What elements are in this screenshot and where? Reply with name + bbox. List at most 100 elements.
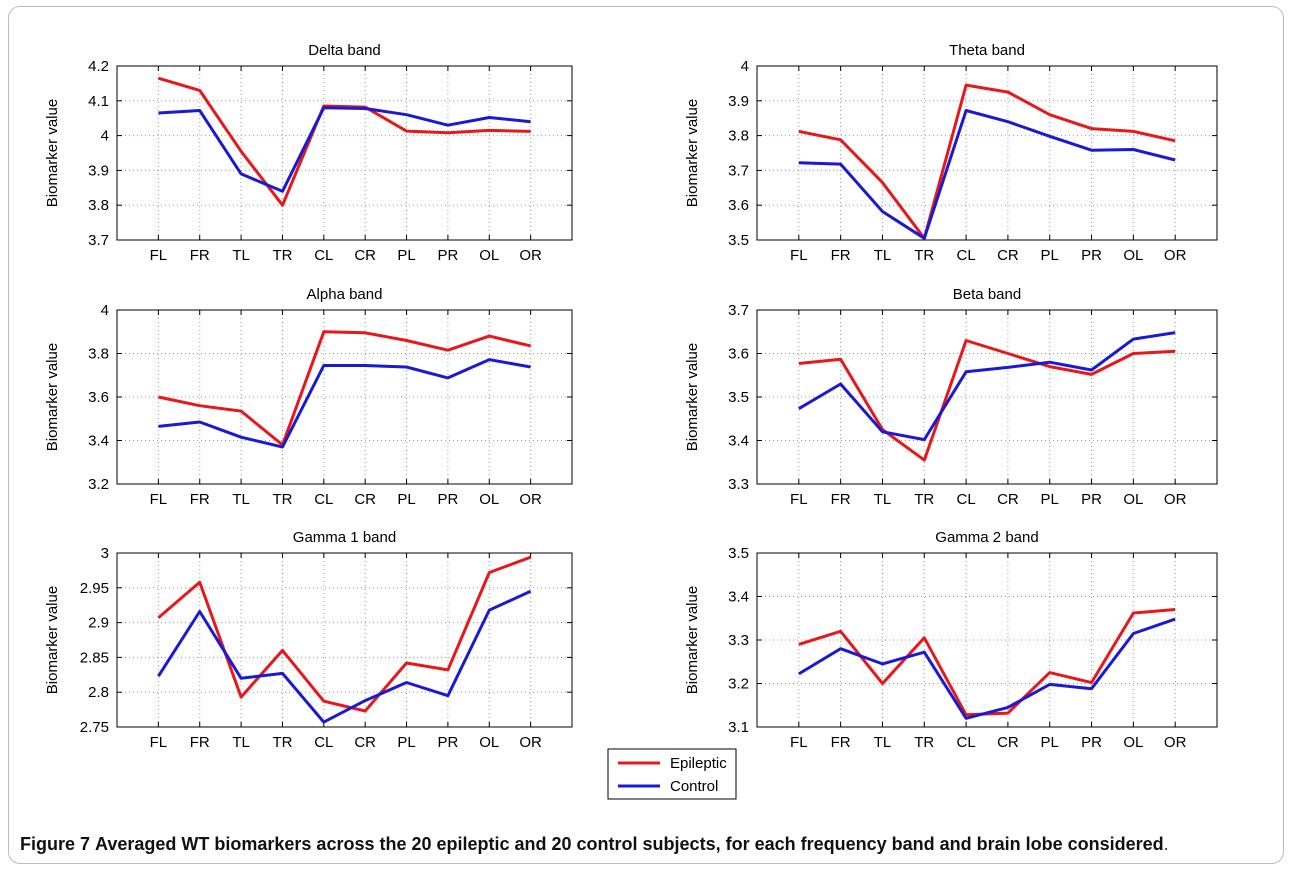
x-tick-label-fr: FR (190, 491, 210, 508)
axes-box (756, 309, 1218, 485)
x-tick-label-tl: TL (232, 247, 250, 264)
x-tick-label-pr: PR (1081, 734, 1102, 751)
x-tick-label-ol: OL (1123, 491, 1143, 508)
y-tick-label: 4 (741, 58, 749, 75)
x-tick-label-pr: PR (437, 491, 458, 508)
series-line-epileptic (798, 339, 1176, 462)
series-line-epileptic (798, 83, 1176, 240)
y-tick-label: 3.2 (88, 476, 109, 493)
series-line-control (158, 358, 531, 449)
x-tick-label-cl: CL (314, 734, 333, 751)
x-tick-label-cr: CR (354, 734, 376, 751)
y-tick-label: 3.2 (728, 676, 749, 693)
chart-title: Delta band (308, 42, 381, 59)
y-axis-label: Biomarker value (44, 343, 61, 451)
chart-panel-4: 3.3 3.4 3.5 3.6 3.7 FL FR TL TR CL CR PL PR OL OR Beta … (684, 286, 1218, 508)
y-tick-label: 3.8 (88, 197, 109, 214)
y-tick-label: 4.2 (88, 58, 109, 75)
x-tick-label-tl: TL (874, 247, 892, 264)
figure-caption: Figure 7 Averaged WT biomarkers across t… (20, 834, 1280, 855)
plot-area (117, 553, 572, 727)
y-tick-label: 3.6 (728, 197, 749, 214)
y-tick-label: 3.6 (728, 346, 749, 363)
x-tick-label-pl: PL (397, 491, 415, 508)
plot-area (117, 66, 572, 240)
series-line-control (798, 109, 1176, 240)
chart-title: Theta band (949, 42, 1025, 59)
chart-title: Gamma 1 band (293, 529, 396, 546)
y-tick-label: 3.7 (88, 232, 109, 249)
y-tick-label: 3.5 (728, 545, 749, 562)
chart-panel-3: 3.2 3.4 3.6 3.8 4 FL FR TL TR CL CR PL PR OL OR Alpha b… (44, 286, 573, 508)
y-axis-label: Biomarker value (684, 99, 701, 207)
x-tick-label-or: OR (519, 491, 542, 508)
x-tick-label-fl: FL (790, 491, 808, 508)
x-tick-label-or: OR (1164, 491, 1187, 508)
legend-box (607, 748, 737, 800)
chart-panel-2: 3.5 3.6 3.7 3.8 3.9 4 FL FR TL TR CL CR PL PR OL OR Thet… (684, 42, 1218, 264)
chart-title: Alpha band (307, 286, 383, 303)
x-tick-label-fr: FR (190, 247, 210, 264)
legend: Epileptic Control (607, 748, 737, 800)
x-tick-label-cl: CL (314, 491, 333, 508)
series-line-control (798, 617, 1176, 720)
axes-box (756, 65, 1218, 241)
y-axis-label: Biomarker value (684, 586, 701, 694)
x-tick-label-cl: CL (314, 247, 333, 264)
axes-box (756, 552, 1218, 728)
series-line-control (157, 589, 532, 724)
y-tick-label: 2.85 (80, 649, 109, 666)
series-line-epileptic (157, 555, 532, 713)
y-tick-label: 3.3 (728, 632, 749, 649)
y-tick-label: 3.5 (728, 232, 749, 249)
y-axis-label: Biomarker value (44, 99, 61, 207)
x-tick-label-cl: CL (956, 247, 975, 264)
x-tick-label-cr: CR (354, 491, 376, 508)
y-tick-label: 2.8 (88, 684, 109, 701)
x-tick-label-fr: FR (190, 734, 210, 751)
caption-end: . (1163, 834, 1169, 854)
y-axis-label: Biomarker value (684, 343, 701, 451)
x-tick-label-ol: OL (479, 491, 499, 508)
x-tick-label-tr: TR (914, 247, 934, 264)
x-tick-label-tl: TL (874, 734, 892, 751)
legend-label-epileptic: Epileptic (670, 755, 727, 772)
x-tick-label-cl: CL (956, 491, 975, 508)
y-tick-label: 3.6 (88, 389, 109, 406)
x-tick-label-tr: TR (272, 247, 292, 264)
y-tick-label: 3.8 (88, 346, 109, 363)
x-tick-label-pr: PR (1081, 247, 1102, 264)
x-tick-label-cr: CR (354, 247, 376, 264)
y-tick-label: 2.75 (80, 719, 109, 736)
x-tick-label-ol: OL (1123, 247, 1143, 264)
series-line-epileptic (158, 330, 531, 447)
x-tick-label-ol: OL (479, 734, 499, 751)
x-tick-label-ol: OL (1123, 734, 1143, 751)
y-tick-label: 3.8 (728, 128, 749, 145)
y-tick-label: 2.9 (88, 615, 109, 632)
y-tick-label: 3.7 (728, 162, 749, 179)
chart-panel-1: 3.7 3.8 3.9 4 4.1 4.2 FL FR TL TR CL CR PL PR OL OR Delt… (44, 42, 573, 264)
x-tick-label-fr: FR (831, 734, 851, 751)
x-tick-label-tr: TR (272, 491, 292, 508)
chart-title: Gamma 2 band (935, 529, 1038, 546)
x-tick-label-ol: OL (479, 247, 499, 264)
x-tick-label-pr: PR (1081, 491, 1102, 508)
x-tick-label-fr: FR (831, 491, 851, 508)
series-line-control (158, 106, 531, 193)
figure-panel-grid: 3.7 3.8 3.9 4 4.1 4.2 FL FR TL TR CL CR PL PR OL OR Delt… (44, 42, 1218, 800)
legend-label-control: Control (670, 778, 718, 795)
x-tick-label-pl: PL (397, 247, 415, 264)
y-tick-label: 4.1 (88, 93, 109, 110)
y-tick-label: 4 (101, 302, 109, 319)
x-tick-label-or: OR (1164, 734, 1187, 751)
caption-text: Averaged WT biomarkers across the 20 epi… (95, 834, 1164, 854)
y-axis-label: Biomarker value (44, 586, 61, 694)
y-tick-label: 3.4 (728, 433, 749, 450)
x-tick-label-fl: FL (150, 247, 168, 264)
caption-label: Figure 7 (20, 834, 91, 854)
x-tick-label-cr: CR (997, 491, 1019, 508)
x-tick-label-or: OR (1164, 247, 1187, 264)
y-tick-label: 3.4 (728, 589, 749, 606)
series-line-epileptic (157, 76, 531, 207)
